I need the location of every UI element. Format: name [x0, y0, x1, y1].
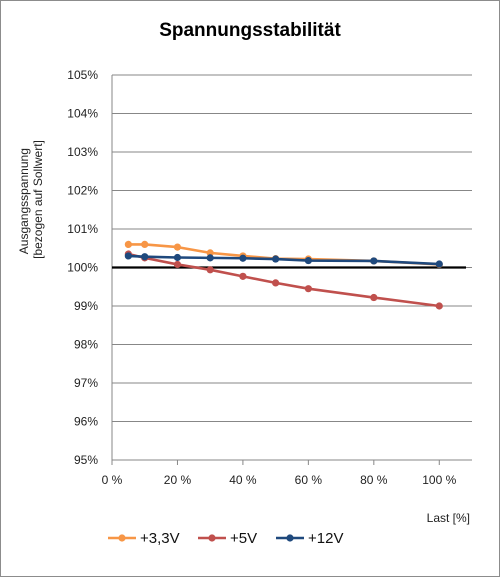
series-+5V	[124, 250, 443, 310]
legend-swatch-marker	[208, 534, 216, 542]
data-point	[141, 253, 149, 261]
y-tick-label: 104%	[67, 107, 98, 121]
y-tick-label: 101%	[67, 222, 98, 236]
axes	[111, 75, 472, 465]
y-tick-label: 96%	[74, 415, 98, 429]
data-point	[272, 255, 280, 263]
y-tick-label: 100%	[67, 261, 98, 275]
data-point	[435, 302, 443, 310]
data-point	[173, 243, 182, 251]
data-point	[173, 260, 182, 269]
data-point	[173, 253, 182, 262]
data-point	[206, 254, 214, 262]
y-tick-label: 99%	[74, 299, 98, 313]
data-point	[304, 256, 312, 265]
y-tick-label: 105%	[67, 68, 98, 82]
x-tick-label: 60 %	[295, 473, 323, 487]
x-tick-label: 80 %	[360, 473, 388, 487]
data-point	[370, 293, 378, 302]
legend-swatch-marker	[286, 534, 294, 542]
x-axis-title: Last [%]	[427, 511, 470, 525]
y-tick-label: 97%	[74, 376, 98, 390]
data-point	[141, 240, 149, 248]
x-tick-label: 40 %	[229, 473, 257, 487]
data-point	[239, 254, 247, 262]
legend-item: +5V	[198, 530, 257, 547]
y-tick-label: 95%	[74, 453, 98, 467]
data-point	[206, 249, 214, 257]
legend-label: +5V	[230, 530, 257, 547]
x-tick-label: 20 %	[164, 473, 192, 487]
plot-series	[124, 240, 443, 310]
legend-swatch-marker	[118, 534, 126, 542]
data-point	[370, 257, 378, 265]
data-point	[124, 240, 132, 248]
legend-item: +12V	[276, 530, 343, 547]
y-tick-label: 102%	[67, 184, 98, 198]
data-point	[435, 260, 443, 268]
y-axis-title-line-2: [bezogen auf Sollwert]	[31, 140, 45, 259]
series-+12V	[124, 252, 443, 268]
y-axis-title: Ausgangsspannung [bezogen auf Sollwert]	[17, 140, 45, 259]
tick-labels: 95% 96% 97% 98% 99% 100% 101% 102% 103% 104% 105% 0…	[67, 68, 456, 487]
data-point	[272, 279, 280, 287]
data-point	[124, 252, 132, 260]
legend-label: +12V	[308, 530, 343, 547]
chart-title: Spannungsstabilität	[159, 20, 341, 41]
data-point	[304, 285, 312, 293]
y-tick-label: 98%	[74, 338, 98, 352]
legend: +3,3V +5V +12V	[108, 530, 343, 547]
x-tick-label: 0 %	[102, 473, 123, 487]
data-point	[239, 272, 247, 280]
y-axis-title-line-1: Ausgangsspannung	[17, 148, 31, 254]
legend-item: +3,3V	[108, 530, 180, 547]
legend-label: +3,3V	[140, 530, 180, 547]
data-point	[206, 266, 214, 274]
x-tick-label: 100 %	[422, 473, 456, 487]
y-tick-label: 103%	[67, 145, 98, 159]
